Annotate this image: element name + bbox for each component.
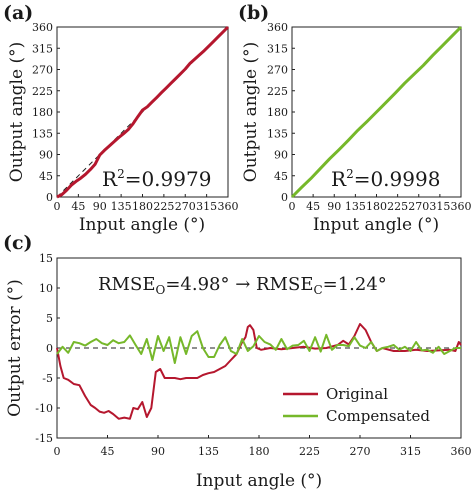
ytick-label: 180 bbox=[32, 106, 53, 119]
ytick-label: 0 bbox=[46, 342, 53, 355]
panel-a-series bbox=[56, 25, 230, 199]
xtick-label: 360 bbox=[218, 200, 239, 213]
xtick-label: 270 bbox=[408, 200, 429, 213]
xtick-label: 90 bbox=[93, 200, 107, 213]
ytick-label: 135 bbox=[267, 127, 288, 140]
panel-b-y-ticks: 0 45 90 135 180 225 270 315 360 bbox=[267, 21, 295, 204]
series-line-main bbox=[56, 25, 230, 199]
ytick-label: 10 bbox=[39, 282, 53, 295]
xtick-label: 180 bbox=[366, 200, 387, 213]
panel-b-ylabel: Output angle (°) bbox=[241, 42, 261, 182]
ytick-label: 225 bbox=[32, 85, 53, 98]
xtick-label: 315 bbox=[429, 200, 450, 213]
xtick-label: 315 bbox=[196, 200, 217, 213]
panel-a-xlabel: Input angle (°) bbox=[79, 215, 205, 235]
xtick-label: 90 bbox=[151, 445, 165, 458]
ytick-label: 315 bbox=[32, 42, 53, 55]
ytick-label: 315 bbox=[267, 42, 288, 55]
panel-a-tag: (a) bbox=[3, 2, 33, 24]
xtick-label: 45 bbox=[101, 445, 115, 458]
ytick-label: 360 bbox=[267, 21, 288, 34]
xtick-label: 45 bbox=[71, 200, 85, 213]
series-line-main bbox=[290, 25, 463, 199]
xtick-label: 225 bbox=[153, 200, 174, 213]
legend-original-label: Original bbox=[326, 385, 388, 403]
xtick-label: 0 bbox=[54, 445, 61, 458]
xtick-label: 270 bbox=[175, 200, 196, 213]
ytick-label: 180 bbox=[267, 106, 288, 119]
panel-c: (c) -15 -10 -5 0 5 10 15 0 45 90 135 180 225 270 315 3… bbox=[3, 232, 472, 491]
ytick-label: -15 bbox=[35, 432, 53, 445]
xtick-label: 0 bbox=[289, 200, 296, 213]
xtick-label: 180 bbox=[249, 445, 270, 458]
xtick-label: 180 bbox=[132, 200, 153, 213]
legend-compensated-label: Compensated bbox=[326, 407, 430, 425]
ytick-label: 270 bbox=[267, 64, 288, 77]
ytick-label: 0 bbox=[46, 191, 53, 204]
ytick-label: 360 bbox=[32, 21, 53, 34]
ytick-label: 5 bbox=[46, 312, 53, 325]
series-line-original bbox=[56, 323, 462, 420]
panel-b-series bbox=[290, 25, 463, 199]
ytick-label: 225 bbox=[267, 85, 288, 98]
xtick-label: 135 bbox=[345, 200, 366, 213]
legend-box bbox=[276, 380, 458, 430]
ytick-label: 270 bbox=[32, 64, 53, 77]
xtick-label: 135 bbox=[111, 200, 132, 213]
xtick-label: 135 bbox=[198, 445, 219, 458]
panel-a-y-ticks: 0 45 90 135 180 225 270 315 360 bbox=[32, 21, 60, 204]
panel-a-r2: R2=0.9979 bbox=[102, 167, 211, 191]
ytick-label: 45 bbox=[274, 170, 288, 183]
series-line-compensated bbox=[56, 330, 461, 364]
xtick-label: 225 bbox=[387, 200, 408, 213]
xtick-label: 225 bbox=[299, 445, 320, 458]
panel-c-legend: Original Compensated bbox=[276, 380, 458, 430]
ytick-label: 0 bbox=[281, 191, 288, 204]
panel-c-x-ticks: 0 45 90 135 180 225 270 315 360 bbox=[54, 435, 472, 458]
ytick-label: -5 bbox=[42, 372, 53, 385]
xtick-label: 360 bbox=[451, 200, 472, 213]
ytick-label: 90 bbox=[39, 149, 53, 162]
panel-a-x-ticks: 0 45 90 135 180 225 270 315 360 bbox=[54, 194, 239, 213]
xtick-label: 360 bbox=[451, 445, 472, 458]
panel-b-r2: R2=0.9998 bbox=[331, 167, 440, 191]
xtick-label: 45 bbox=[306, 200, 320, 213]
panel-c-ylabel: Output error (°) bbox=[5, 279, 25, 417]
panel-c-series bbox=[56, 323, 462, 420]
xtick-label: 270 bbox=[350, 445, 371, 458]
panel-c-rmse: RMSEO=4.98° → RMSEC=1.24° bbox=[98, 274, 387, 297]
xtick-label: 0 bbox=[54, 200, 61, 213]
ytick-label: 45 bbox=[39, 170, 53, 183]
xtick-label: 315 bbox=[400, 445, 421, 458]
ytick-label: 90 bbox=[274, 149, 288, 162]
panel-b-x-ticks: 0 45 90 135 180 225 270 315 360 bbox=[289, 194, 472, 213]
ytick-label: 135 bbox=[32, 127, 53, 140]
panel-b-tag: (b) bbox=[238, 2, 269, 24]
panel-c-tag: (c) bbox=[3, 232, 33, 254]
ytick-label: -10 bbox=[35, 402, 53, 415]
xtick-label: 90 bbox=[327, 200, 341, 213]
panel-a-ylabel: Output angle (°) bbox=[7, 42, 27, 182]
ytick-label: 15 bbox=[39, 252, 53, 265]
panel-b-xlabel: Input angle (°) bbox=[313, 215, 439, 235]
panel-c-xlabel: Input angle (°) bbox=[196, 471, 322, 491]
panel-c-y-ticks: -15 -10 -5 0 5 10 15 bbox=[35, 252, 60, 445]
